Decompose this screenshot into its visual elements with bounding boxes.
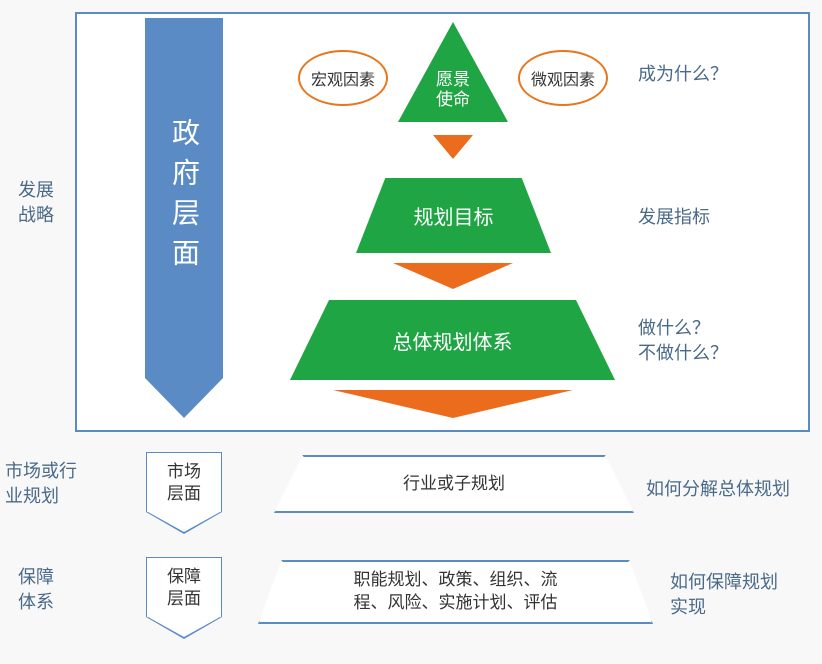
support-level-arrow-body: 保障 层面 bbox=[146, 557, 222, 617]
government-level-arrow: 政府层面 bbox=[145, 18, 223, 418]
left-label-support-system: 保障 体系 bbox=[18, 565, 54, 615]
pyramid-bot-trap: 总体规划体系 bbox=[290, 300, 615, 380]
micro-factor-ellipse: 微观因素 bbox=[518, 50, 608, 106]
support-level-arrow-tip bbox=[146, 617, 222, 639]
support-level-arrow: 保障 层面 bbox=[146, 557, 222, 639]
function-plan-trap: 职能规划、政策、组织、流 程、风险、实施计划、评估 bbox=[258, 560, 653, 624]
market-level-text: 市场 层面 bbox=[167, 461, 201, 504]
left-label-market-plan: 市场或行 业规划 bbox=[5, 459, 77, 509]
pyramid-mid-trap: 规划目标 bbox=[356, 178, 551, 253]
support-level-text: 保障 层面 bbox=[167, 566, 201, 609]
government-level-arrow-body: 政府层面 bbox=[145, 18, 223, 378]
right-label-what-do-2: 不做什么？ bbox=[638, 343, 728, 363]
right-label-guarantee-2: 实现 bbox=[670, 597, 706, 617]
macro-factor-ellipse: 宏观因素 bbox=[298, 50, 388, 106]
right-label-what-do: 做什么？ 不做什么？ bbox=[638, 316, 728, 366]
right-label-guarantee: 如何保障规划 实现 bbox=[670, 570, 778, 620]
orange-arrow-2 bbox=[393, 263, 513, 289]
right-label-indicator: 发展指标 bbox=[638, 205, 710, 230]
diagram-root: 发展 战略 市场或行 业规划 保障 体系 政府层面 宏观因素 微观因素 愿景 使… bbox=[0, 0, 822, 664]
pyramid-top-text: 愿景 使命 bbox=[420, 70, 486, 111]
left-label-strategy: 发展 战略 bbox=[18, 178, 54, 228]
function-plan-text: 职能规划、政策、组织、流 程、风险、实施计划、评估 bbox=[354, 569, 558, 615]
right-label-what-do-1: 做什么？ bbox=[638, 318, 710, 338]
orange-arrow-1 bbox=[433, 135, 473, 159]
industry-subplan-text: 行业或子规划 bbox=[403, 473, 505, 496]
government-level-arrow-tip bbox=[145, 378, 223, 418]
pyramid-bot-text: 总体规划体系 bbox=[393, 326, 513, 355]
micro-factor-text: 微观因素 bbox=[531, 66, 595, 90]
macro-factor-text: 宏观因素 bbox=[311, 66, 375, 90]
market-level-arrow-body: 市场 层面 bbox=[146, 452, 222, 512]
market-level-arrow-tip bbox=[146, 512, 222, 534]
right-label-become: 成为什么？ bbox=[638, 62, 728, 87]
pyramid-mid-text: 规划目标 bbox=[414, 201, 494, 230]
right-label-decompose: 如何分解总体规划 bbox=[646, 477, 790, 502]
industry-subplan-trap: 行业或子规划 bbox=[274, 455, 634, 513]
market-level-arrow: 市场 层面 bbox=[146, 452, 222, 534]
government-level-arrow-text: 政府层面 bbox=[164, 118, 204, 278]
orange-arrow-3 bbox=[333, 390, 573, 418]
right-label-guarantee-1: 如何保障规划 bbox=[670, 572, 778, 592]
